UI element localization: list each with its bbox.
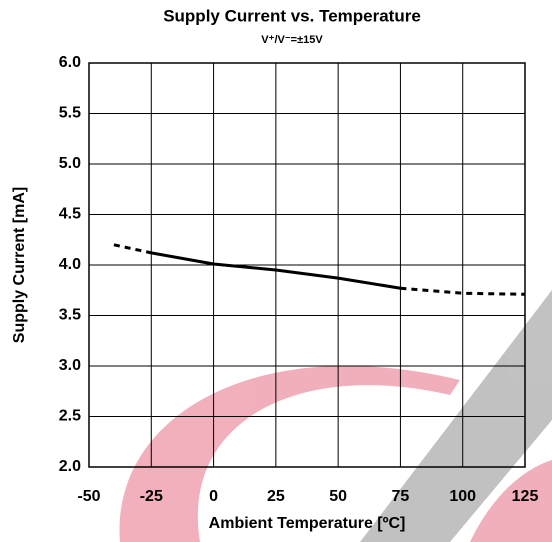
- x-axis-label: Ambient Temperature [ºC]: [209, 515, 406, 532]
- y-tick-label: 2.5: [59, 408, 81, 425]
- chart-title: Supply Current vs. Temperature: [163, 6, 421, 25]
- y-tick-label: 4.5: [59, 206, 81, 223]
- y-axis-label: Supply Current [mA]: [11, 187, 28, 343]
- y-tick-label: 3.0: [59, 357, 81, 374]
- series-line: [151, 251, 401, 290]
- chart-subtitle: V⁺/V⁻=±15V: [261, 34, 323, 46]
- y-tick-label: 5.5: [59, 105, 81, 122]
- x-tick-label: 25: [267, 488, 285, 505]
- x-tick-label: 0: [209, 488, 218, 505]
- y-tick-label: 6.0: [59, 54, 81, 71]
- x-tick-label: 125: [512, 488, 539, 505]
- y-tick-label: 5.0: [59, 155, 81, 172]
- plot-frame: [88, 62, 526, 468]
- x-tick-label: -25: [140, 488, 163, 505]
- y-tick-label: 4.0: [59, 256, 81, 273]
- x-tick-label: 50: [329, 488, 347, 505]
- x-tick-label: 100: [449, 488, 476, 505]
- y-tick-label: 2.0: [59, 458, 81, 475]
- series-line: [113, 243, 526, 296]
- x-tick-label: -50: [77, 488, 100, 505]
- x-tick-label: 75: [392, 488, 410, 505]
- y-tick-label: 3.5: [59, 307, 81, 324]
